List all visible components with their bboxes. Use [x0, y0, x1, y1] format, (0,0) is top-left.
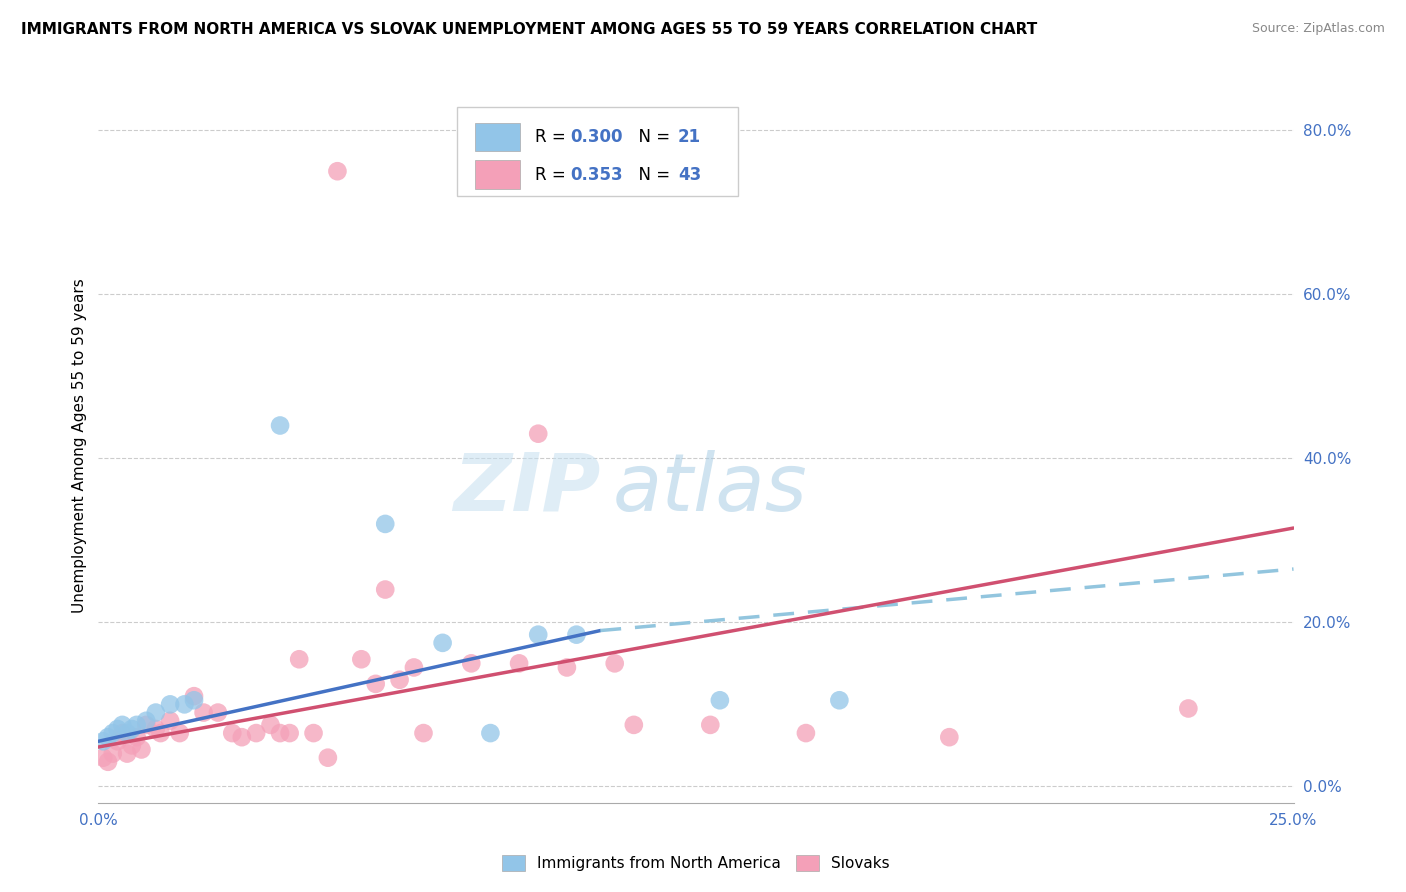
Point [412, 726, 434, 740]
Point [374, 516, 396, 531]
Point [121, 739, 143, 753]
Point [555, 660, 578, 674]
Point [115, 747, 138, 761]
Text: ZIP: ZIP [453, 450, 600, 528]
Point [259, 718, 281, 732]
Point [193, 706, 215, 720]
Point [183, 693, 205, 707]
Point [374, 582, 396, 597]
Point [288, 652, 311, 666]
Point [326, 164, 349, 178]
Point [828, 693, 851, 707]
Text: 0.300: 0.300 [571, 128, 623, 146]
Point [107, 722, 129, 736]
Point [145, 722, 167, 736]
Point [149, 726, 172, 740]
Point [508, 657, 530, 671]
Point [207, 706, 229, 720]
Point [221, 726, 243, 740]
Text: 0.353: 0.353 [571, 166, 623, 184]
Point [938, 730, 960, 744]
Point [91, 734, 114, 748]
Point [709, 693, 731, 707]
Point [101, 726, 124, 740]
Point [97, 730, 120, 744]
Point [699, 718, 721, 732]
Y-axis label: Unemployment Among Ages 55 to 59 years: Unemployment Among Ages 55 to 59 years [72, 278, 87, 614]
Point [183, 689, 205, 703]
Text: atlas: atlas [613, 450, 807, 528]
Point [125, 730, 148, 744]
Point [364, 677, 387, 691]
Point [603, 657, 626, 671]
Point [794, 726, 817, 740]
Text: 43: 43 [678, 166, 702, 184]
Legend: Immigrants from North America, Slovaks: Immigrants from North America, Slovaks [496, 849, 896, 877]
Point [131, 742, 153, 756]
Text: R =: R = [534, 128, 571, 146]
FancyBboxPatch shape [457, 107, 738, 196]
Point [121, 722, 143, 736]
Point [278, 726, 301, 740]
Point [107, 734, 129, 748]
Point [527, 426, 550, 441]
Point [231, 730, 253, 744]
Text: IMMIGRANTS FROM NORTH AMERICA VS SLOVAK UNEMPLOYMENT AMONG AGES 55 TO 59 YEARS C: IMMIGRANTS FROM NORTH AMERICA VS SLOVAK … [21, 22, 1038, 37]
Point [111, 718, 134, 732]
Point [479, 726, 502, 740]
Point [159, 698, 181, 712]
Text: N =: N = [628, 166, 675, 184]
Point [115, 726, 138, 740]
Point [432, 636, 454, 650]
Point [135, 718, 157, 732]
Point [350, 652, 373, 666]
Point [245, 726, 267, 740]
Point [623, 718, 645, 732]
Bar [475, 161, 520, 189]
Point [1177, 701, 1199, 715]
Bar [475, 122, 520, 151]
Point [316, 750, 339, 764]
Point [460, 657, 482, 671]
Point [135, 714, 157, 728]
Point [159, 714, 181, 728]
Point [97, 755, 120, 769]
Point [565, 627, 588, 641]
Point [101, 747, 124, 761]
Text: Source: ZipAtlas.com: Source: ZipAtlas.com [1251, 22, 1385, 36]
Point [169, 726, 191, 740]
Point [269, 726, 291, 740]
Text: N =: N = [628, 128, 675, 146]
Text: 21: 21 [678, 128, 702, 146]
Point [302, 726, 325, 740]
Point [145, 706, 167, 720]
Point [527, 627, 550, 641]
Point [402, 660, 425, 674]
Point [111, 726, 134, 740]
Point [125, 718, 148, 732]
Point [388, 673, 411, 687]
Text: R =: R = [534, 166, 571, 184]
Point [173, 698, 195, 712]
Point [91, 750, 114, 764]
Point [269, 418, 291, 433]
